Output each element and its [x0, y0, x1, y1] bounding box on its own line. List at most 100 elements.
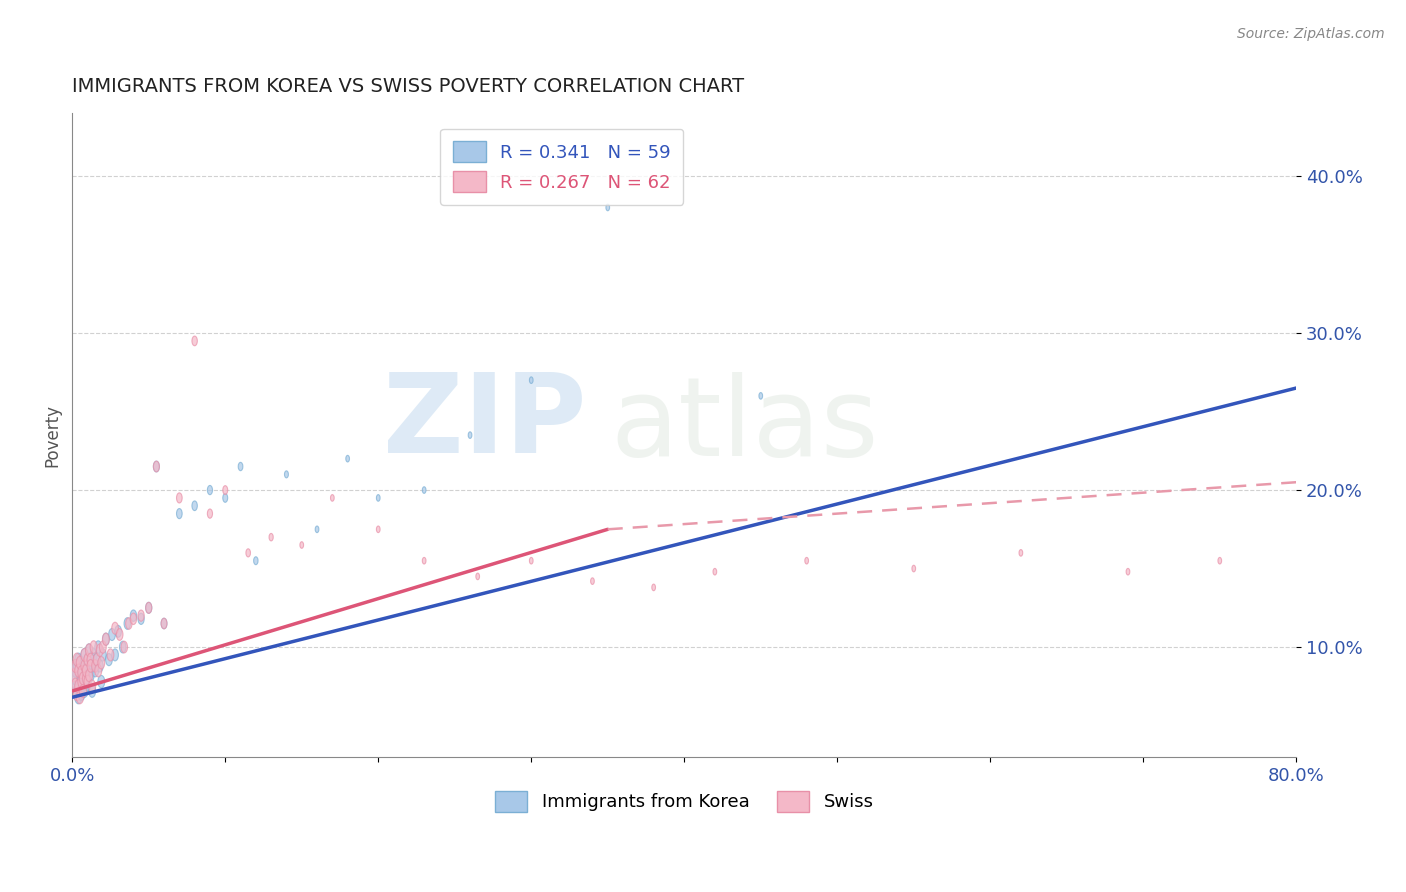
Ellipse shape: [76, 669, 83, 681]
Ellipse shape: [346, 456, 350, 462]
Ellipse shape: [75, 680, 82, 693]
Ellipse shape: [93, 653, 100, 665]
Ellipse shape: [125, 618, 132, 629]
Ellipse shape: [83, 659, 90, 673]
Ellipse shape: [73, 688, 80, 701]
Ellipse shape: [72, 659, 79, 673]
Ellipse shape: [86, 669, 93, 681]
Text: ZIP: ZIP: [382, 368, 586, 475]
Ellipse shape: [75, 690, 82, 704]
Ellipse shape: [912, 566, 915, 572]
Ellipse shape: [146, 602, 152, 614]
Ellipse shape: [330, 495, 335, 501]
Ellipse shape: [93, 653, 100, 665]
Ellipse shape: [97, 644, 103, 657]
Ellipse shape: [79, 678, 87, 691]
Ellipse shape: [82, 648, 89, 661]
Ellipse shape: [84, 653, 91, 666]
Ellipse shape: [162, 618, 167, 629]
Ellipse shape: [146, 602, 152, 614]
Ellipse shape: [86, 665, 93, 677]
Ellipse shape: [299, 541, 304, 549]
Ellipse shape: [475, 574, 479, 580]
Ellipse shape: [83, 665, 90, 677]
Ellipse shape: [100, 641, 107, 653]
Ellipse shape: [138, 613, 145, 624]
Text: IMMIGRANTS FROM KOREA VS SWISS POVERTY CORRELATION CHART: IMMIGRANTS FROM KOREA VS SWISS POVERTY C…: [72, 78, 744, 96]
Ellipse shape: [177, 508, 183, 518]
Ellipse shape: [91, 659, 98, 673]
Ellipse shape: [75, 653, 82, 666]
Ellipse shape: [121, 641, 128, 653]
Ellipse shape: [84, 675, 91, 688]
Ellipse shape: [162, 618, 167, 629]
Ellipse shape: [82, 659, 89, 673]
Ellipse shape: [90, 640, 97, 653]
Ellipse shape: [82, 684, 89, 698]
Ellipse shape: [84, 653, 91, 666]
Ellipse shape: [315, 526, 319, 533]
Y-axis label: Poverty: Poverty: [44, 403, 60, 467]
Ellipse shape: [153, 461, 159, 472]
Ellipse shape: [530, 558, 533, 564]
Ellipse shape: [83, 672, 90, 685]
Ellipse shape: [713, 568, 717, 575]
Ellipse shape: [76, 657, 83, 669]
Ellipse shape: [77, 657, 84, 669]
Ellipse shape: [207, 485, 212, 495]
Ellipse shape: [84, 678, 91, 691]
Ellipse shape: [115, 625, 121, 637]
Ellipse shape: [77, 688, 84, 700]
Ellipse shape: [468, 432, 472, 438]
Ellipse shape: [804, 558, 808, 564]
Ellipse shape: [72, 672, 79, 685]
Ellipse shape: [108, 629, 115, 640]
Ellipse shape: [1218, 558, 1222, 564]
Ellipse shape: [105, 654, 112, 665]
Ellipse shape: [79, 684, 87, 698]
Ellipse shape: [77, 665, 84, 679]
Ellipse shape: [83, 672, 90, 685]
Ellipse shape: [75, 665, 82, 677]
Ellipse shape: [759, 392, 762, 399]
Ellipse shape: [70, 680, 77, 693]
Ellipse shape: [73, 659, 80, 673]
Ellipse shape: [269, 533, 273, 541]
Ellipse shape: [1126, 568, 1130, 575]
Ellipse shape: [652, 584, 655, 591]
Ellipse shape: [193, 336, 197, 346]
Ellipse shape: [94, 665, 101, 677]
Ellipse shape: [246, 549, 250, 557]
Ellipse shape: [606, 204, 610, 211]
Ellipse shape: [73, 653, 80, 666]
Ellipse shape: [222, 493, 228, 502]
Ellipse shape: [1019, 549, 1022, 556]
Ellipse shape: [111, 648, 118, 661]
Ellipse shape: [238, 462, 243, 471]
Ellipse shape: [89, 685, 96, 698]
Ellipse shape: [98, 657, 104, 669]
Ellipse shape: [90, 648, 97, 661]
Text: Source: ZipAtlas.com: Source: ZipAtlas.com: [1237, 27, 1385, 41]
Ellipse shape: [131, 613, 136, 624]
Ellipse shape: [79, 665, 87, 679]
Ellipse shape: [103, 633, 110, 645]
Ellipse shape: [87, 669, 94, 681]
Ellipse shape: [72, 664, 79, 677]
Ellipse shape: [91, 665, 98, 677]
Ellipse shape: [103, 633, 110, 645]
Ellipse shape: [124, 617, 131, 630]
Ellipse shape: [131, 610, 136, 622]
Ellipse shape: [222, 485, 228, 494]
Ellipse shape: [422, 558, 426, 564]
Ellipse shape: [100, 648, 107, 661]
Ellipse shape: [377, 495, 380, 501]
Ellipse shape: [73, 684, 80, 698]
Ellipse shape: [89, 659, 96, 673]
Ellipse shape: [82, 648, 89, 661]
Ellipse shape: [177, 493, 183, 503]
Ellipse shape: [76, 690, 83, 704]
Ellipse shape: [117, 629, 122, 640]
Ellipse shape: [86, 644, 93, 657]
Ellipse shape: [86, 644, 93, 657]
